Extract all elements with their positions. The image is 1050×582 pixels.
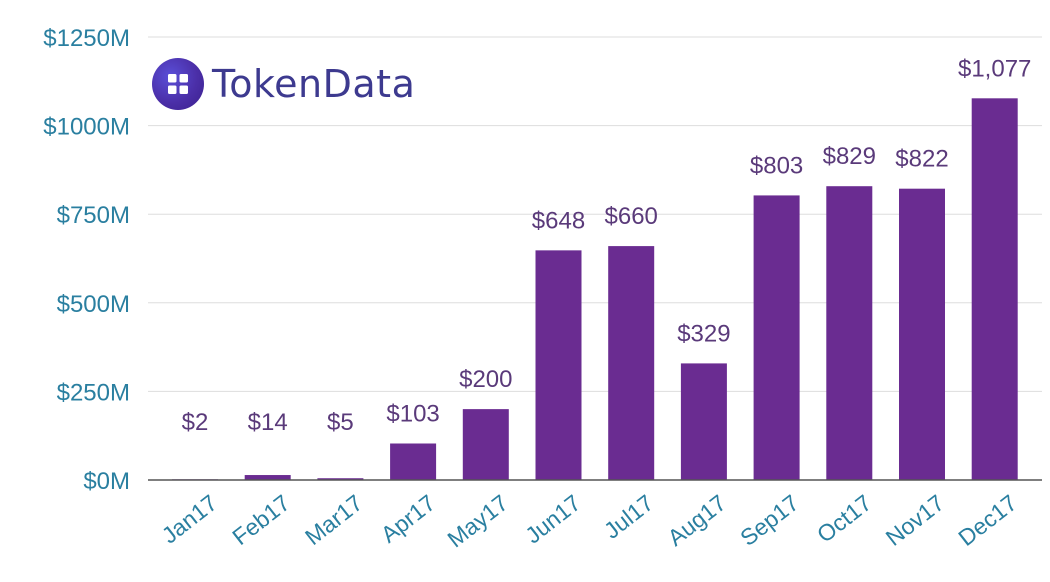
y-tick-label: $1250M bbox=[43, 25, 130, 52]
bar bbox=[971, 98, 1018, 480]
x-tick-label: Oct17 bbox=[812, 489, 876, 547]
bar-value-label: $660 bbox=[605, 203, 658, 230]
bar bbox=[317, 478, 364, 480]
bar bbox=[462, 409, 509, 480]
y-tick-label: $750M bbox=[57, 202, 130, 229]
x-tick-label: Feb17 bbox=[227, 489, 294, 550]
y-tick-label: $1000M bbox=[43, 114, 130, 141]
y-tick-label: $0M bbox=[83, 468, 130, 495]
bar-value-label: $5 bbox=[327, 409, 354, 436]
x-tick-label: Jan17 bbox=[157, 489, 222, 548]
bar-value-label: $2 bbox=[182, 409, 209, 436]
bar bbox=[826, 186, 873, 480]
brand-logo: TokenData bbox=[152, 58, 415, 110]
x-tick-label: Apr17 bbox=[376, 489, 440, 547]
bar bbox=[680, 363, 727, 480]
x-tick-label: Aug17 bbox=[663, 489, 731, 550]
x-tick-label: Sep17 bbox=[735, 489, 803, 550]
x-tick-label: Jul17 bbox=[599, 489, 658, 543]
bar-value-label: $1,077 bbox=[958, 55, 1031, 82]
x-tick-label: Mar17 bbox=[300, 489, 367, 550]
x-tick-label: May17 bbox=[442, 489, 512, 552]
y-tick-label: $250M bbox=[57, 379, 130, 406]
bar-value-label: $648 bbox=[532, 207, 585, 234]
bar bbox=[899, 188, 945, 480]
x-tick-label: Nov17 bbox=[881, 489, 949, 550]
bar bbox=[608, 246, 655, 480]
bar-value-label: $103 bbox=[386, 400, 439, 427]
bar-value-label: $200 bbox=[459, 366, 512, 393]
x-tick-label: Dec17 bbox=[953, 489, 1021, 550]
bar-value-label: $829 bbox=[823, 143, 876, 170]
x-tick-label: Jun17 bbox=[520, 489, 585, 548]
bar-value-label: $822 bbox=[895, 146, 948, 173]
bar-value-label: $803 bbox=[750, 152, 803, 179]
bar bbox=[244, 475, 291, 480]
grid-four-squares-icon bbox=[152, 58, 204, 110]
bar bbox=[390, 443, 437, 480]
bar bbox=[753, 195, 800, 480]
bar-value-label: $329 bbox=[677, 320, 730, 347]
brand-name: TokenData bbox=[212, 62, 416, 106]
bar bbox=[535, 250, 582, 480]
bar-value-label: $14 bbox=[248, 409, 288, 436]
y-tick-label: $500M bbox=[57, 291, 130, 318]
